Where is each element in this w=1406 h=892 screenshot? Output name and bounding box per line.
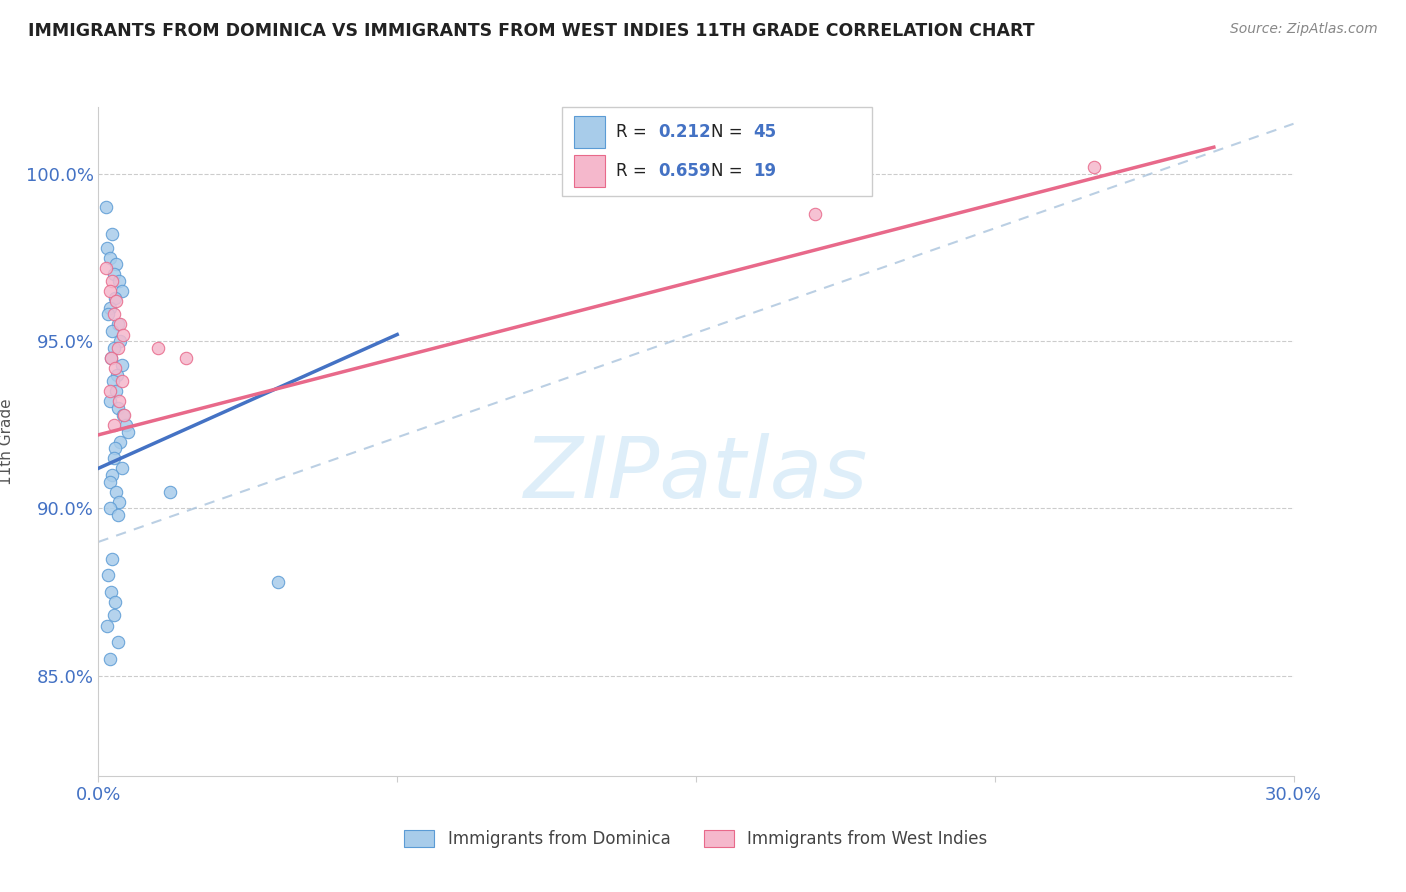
Point [110,375,132,389]
Point [174,351,197,365]
Text: N =: N = [711,123,748,141]
Point [103,451,125,466]
Point [100,351,122,365]
Point [111,284,134,298]
Point [101,274,124,288]
Point [112,327,135,342]
Point [98,251,121,265]
Point [96,618,118,632]
Text: Source: ZipAtlas.com: Source: ZipAtlas.com [1230,22,1378,37]
Point [101,468,124,483]
Point [1083,161,1105,175]
Point [94,201,117,215]
Point [148,341,170,355]
Point [103,608,125,623]
Point [100,351,122,365]
Point [98,394,122,409]
Text: 45: 45 [754,123,776,141]
Legend: Immigrants from Dominica, Immigrants from West Indies: Immigrants from Dominica, Immigrants fro… [398,823,994,855]
Point [110,358,132,372]
Text: 0.212: 0.212 [658,123,710,141]
Point [98,284,121,298]
Point [804,207,827,221]
Point [98,652,122,666]
Text: 19: 19 [754,162,776,180]
Point [98,475,121,489]
Point [107,401,129,416]
Point [104,442,127,456]
Point [105,294,128,309]
Point [103,341,125,355]
Text: R =: R = [616,162,652,180]
Point [103,308,125,322]
Point [108,494,131,508]
Point [107,635,129,649]
Text: ZIPatlas: ZIPatlas [524,434,868,516]
Point [103,417,125,432]
Text: N =: N = [711,162,748,180]
Point [110,318,132,332]
Point [98,301,122,315]
Point [159,484,181,499]
Point [104,595,127,609]
Point [105,484,128,499]
Point [112,408,135,422]
Point [107,508,129,523]
Point [117,425,139,439]
Point [108,394,131,409]
Point [114,417,136,432]
Point [104,291,127,305]
Text: 0.659: 0.659 [658,162,710,180]
Point [101,375,124,389]
Point [104,384,127,399]
Point [105,257,128,271]
Point [108,274,131,288]
Point [97,568,120,582]
Point [101,324,124,338]
Point [98,501,122,516]
Point [111,461,134,475]
Text: IMMIGRANTS FROM DOMINICA VS IMMIGRANTS FROM WEST INDIES 11TH GRADE CORRELATION C: IMMIGRANTS FROM DOMINICA VS IMMIGRANTS F… [28,22,1035,40]
Point [267,575,290,590]
Point [97,308,120,322]
Point [101,227,124,242]
Text: R =: R = [616,123,652,141]
Point [110,434,132,449]
Point [100,585,122,599]
Point [98,384,122,399]
Point [110,334,132,349]
Point [107,318,129,332]
Point [103,268,125,282]
Point [105,368,128,382]
Point [104,361,127,376]
Point [107,341,129,355]
Point [96,241,118,255]
Point [112,408,135,422]
Y-axis label: 11th Grade: 11th Grade [0,398,14,485]
Point [101,551,124,566]
Point [96,260,118,275]
